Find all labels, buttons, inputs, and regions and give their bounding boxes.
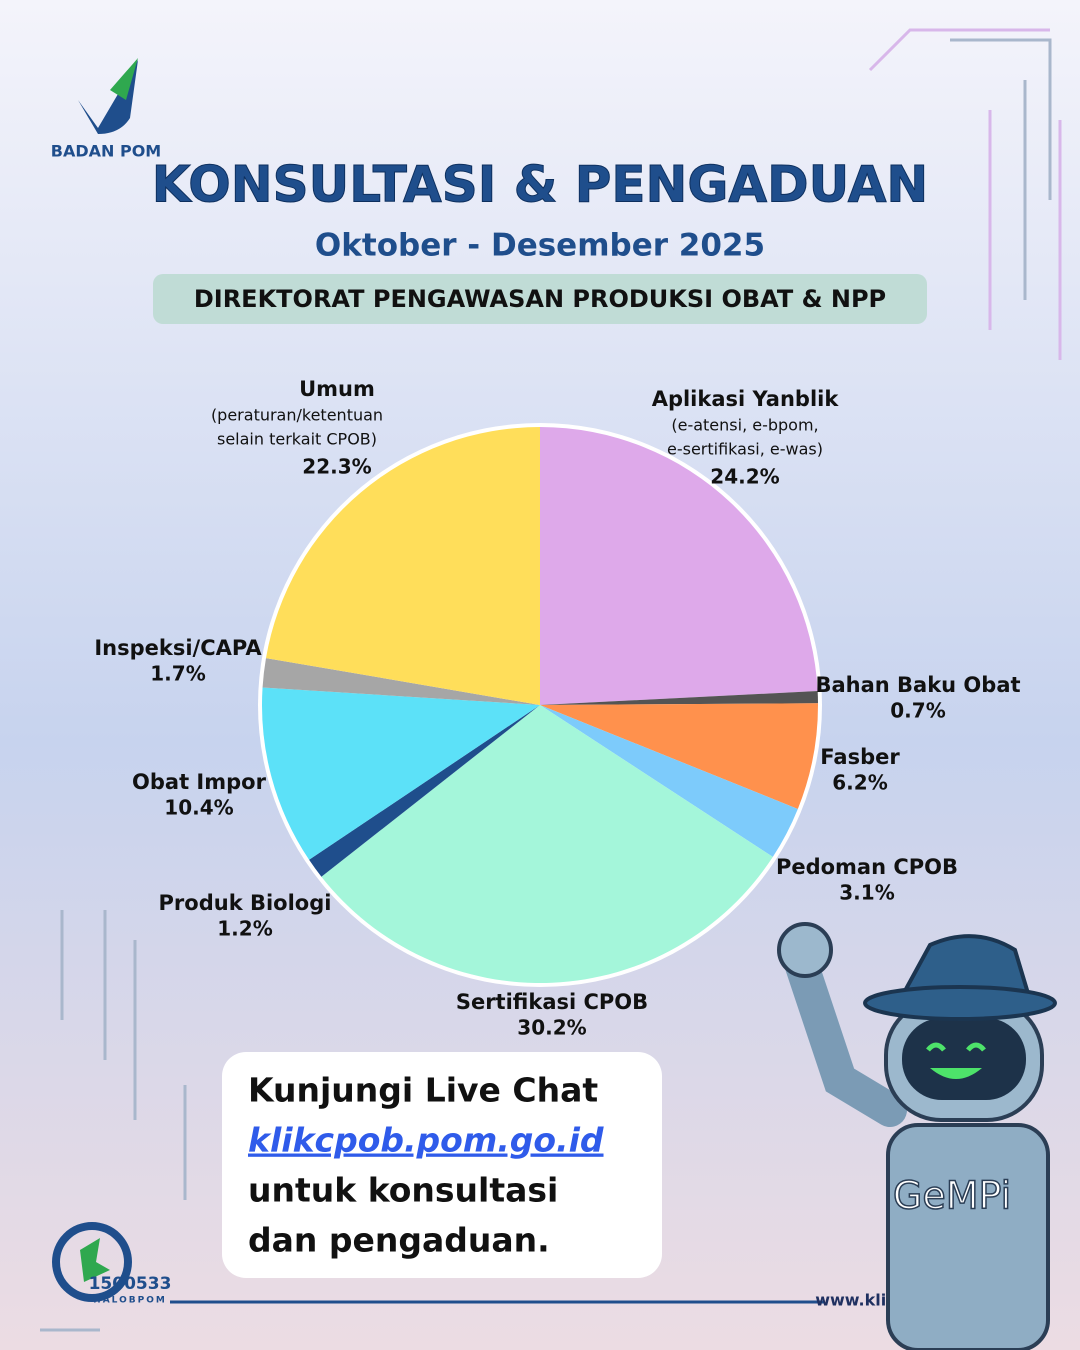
slice-label: Inspeksi/CAPA — [94, 636, 262, 660]
pie-slice — [540, 691, 818, 705]
logo-text: BADAN POM — [51, 142, 161, 161]
slice-description: (peraturan/ketentuan — [211, 406, 383, 425]
slice-description: (e-atensi, e-bpom, — [671, 416, 818, 435]
pie-slice — [540, 705, 798, 857]
subtitle-band — [153, 274, 927, 324]
mascot-name: GeMPi — [893, 1174, 1011, 1218]
mascot: GeMPi — [777, 922, 1057, 1350]
pie-slice — [540, 703, 818, 809]
slice-label: Aplikasi Yanblik — [652, 387, 840, 411]
pie-slice — [262, 658, 540, 705]
slice-label: Pedoman CPOB — [776, 855, 958, 879]
slice-value-label: 1.2% — [217, 917, 272, 941]
pie-slice — [262, 687, 540, 860]
pie-slice — [265, 427, 540, 705]
slice-value-label: 22.3% — [302, 455, 371, 479]
slice-label: Obat Impor — [132, 770, 267, 794]
slice-value-label: 24.2% — [710, 465, 779, 489]
pie-slice — [321, 705, 773, 983]
box-link[interactable]: klikcpob.pom.go.id — [248, 1121, 604, 1160]
chart-subtitle: Oktober - Desember 2025 — [315, 228, 765, 264]
slice-value-label: 0.7% — [890, 699, 945, 723]
slice-label: Fasber — [820, 745, 900, 769]
slice-label: Bahan Baku Obat — [815, 673, 1020, 697]
box-line: untuk konsultasi — [248, 1171, 558, 1210]
slice-value-label: 6.2% — [832, 771, 887, 795]
pie-labels: Aplikasi Yanblik (e-atensi, e-bpom, e-sert… — [94, 377, 1020, 1040]
hotline-number: 1500533 — [89, 1274, 172, 1294]
slice-label: Umum — [299, 377, 375, 401]
slice-value-label: 1.7% — [150, 662, 205, 686]
slice-value-label: 30.2% — [517, 1016, 586, 1040]
pie — [258, 423, 822, 987]
info-box — [222, 1052, 662, 1278]
box-line: Kunjungi Live Chat — [248, 1071, 598, 1110]
slice-description: e-sertifikasi, e-was) — [667, 440, 823, 459]
logo: BADAN POM — [51, 58, 161, 161]
slice-description: selain terkait CPOB) — [217, 430, 377, 449]
chart-title: KONSULTASI & PENGADUAN — [152, 156, 929, 214]
hotline-logo: 1500533 HALOBPOM — [52, 1222, 172, 1306]
slice-value-label: 10.4% — [164, 796, 233, 820]
pie-slice — [309, 705, 540, 877]
slice-label: Produk Biologi — [159, 891, 332, 915]
box-line: dan pengaduan. — [248, 1221, 550, 1260]
hotline-sub: HALOBPOM — [93, 1296, 167, 1306]
slice-label: Sertifikasi CPOB — [456, 990, 648, 1014]
slice-value-label: 3.1% — [839, 881, 894, 905]
circuit-decoration — [40, 28, 1062, 1332]
subtitle-band-text: DIREKTORAT PENGAWASAN PRODUKSI OBAT & NP… — [194, 285, 886, 313]
pie-slice — [540, 427, 818, 705]
